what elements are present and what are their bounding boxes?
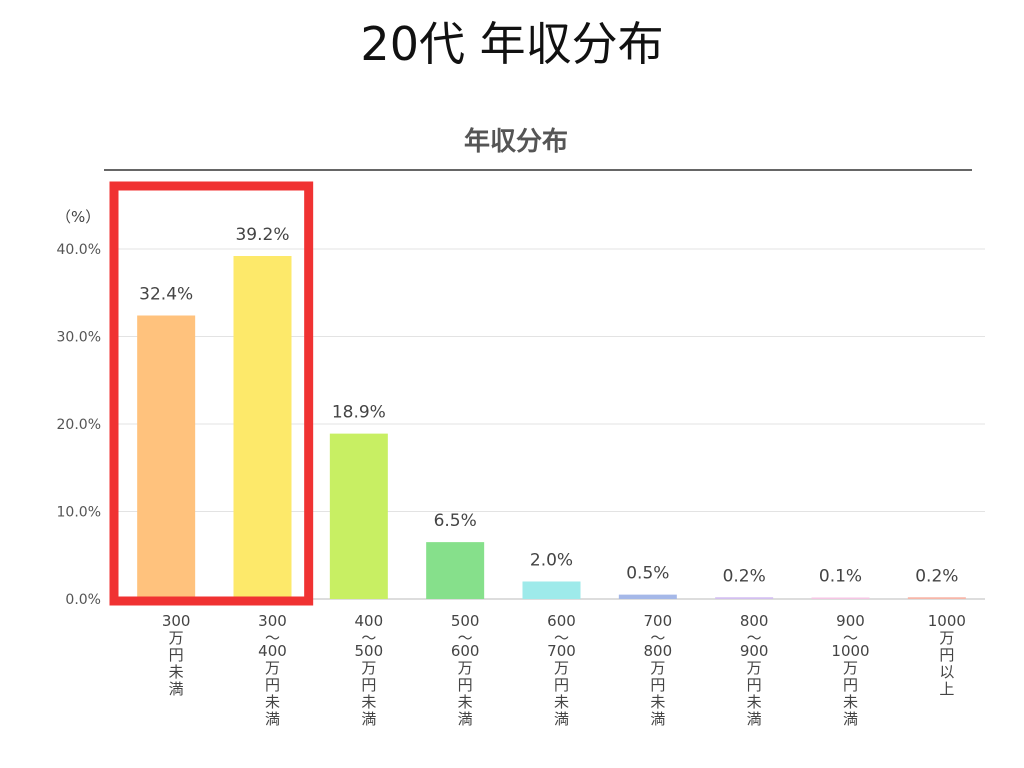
x-category-label-part: 万 [361, 659, 376, 677]
x-category-label-part: 未 [650, 693, 665, 711]
x-category-label-part: 〜 [843, 629, 858, 647]
x-category-label-part: 万 [169, 629, 184, 647]
x-category-label-part: 〜 [747, 629, 762, 647]
x-category-label-part: 600 [547, 612, 576, 630]
x-category-label-part: 900 [836, 612, 865, 630]
bar [715, 597, 774, 599]
x-category-label-part: 〜 [361, 629, 376, 647]
x-category-label-part: 300 [162, 612, 191, 630]
highlight-box [109, 181, 314, 606]
x-category-label-part: 満 [843, 710, 858, 728]
x-category-label-part: 以 [939, 663, 954, 681]
y-tick-label: 10.0% [57, 505, 101, 521]
bar [522, 581, 581, 599]
data-label: 18.9% [332, 403, 386, 423]
y-tick-label: 40.0% [57, 242, 101, 258]
data-label: 0.2% [915, 566, 958, 586]
x-category-label-part: 800 [644, 642, 673, 660]
x-category-label-part: 満 [265, 710, 280, 728]
data-label: 2.0% [530, 551, 573, 571]
x-category-label-part: 万 [843, 659, 858, 677]
chart-title: 年収分布 [464, 126, 568, 157]
bar [907, 597, 966, 599]
bar [233, 256, 292, 599]
x-category-label-part: 円 [265, 676, 280, 694]
y-axis-unit-label: （%） [56, 208, 100, 226]
y-tick-label: 30.0% [57, 330, 101, 346]
bar [811, 597, 870, 599]
x-category-label-part: 600 [451, 642, 480, 660]
x-category-label-part: 万 [939, 629, 954, 647]
x-category-label-part: 〜 [265, 629, 280, 647]
x-category-label-part: 満 [458, 710, 473, 728]
x-category-label-part: 円 [458, 676, 473, 694]
x-category-label-part: 400 [355, 612, 384, 630]
data-label: 0.1% [819, 567, 862, 587]
x-category-label-part: 未 [361, 693, 376, 711]
x-category-label-part: 万 [650, 659, 665, 677]
x-category-label-part: 〜 [554, 629, 569, 647]
x-category-label-part: 万 [265, 659, 280, 677]
y-tick-label: 20.0% [57, 417, 101, 433]
x-category-label-part: 300 [258, 612, 287, 630]
x-category-label-part: 400 [258, 642, 287, 660]
x-category-label-part: 700 [547, 642, 576, 660]
x-category-label-part: 未 [747, 693, 762, 711]
data-label: 32.4% [139, 285, 193, 305]
x-category-label-part: 700 [644, 612, 673, 630]
x-category-label-part: 未 [265, 693, 280, 711]
x-category-label-part: 500 [451, 612, 480, 630]
x-category-label-part: 円 [361, 676, 376, 694]
x-category-label-part: 500 [355, 642, 384, 660]
x-category-label-part: 円 [843, 676, 858, 694]
x-category-label-part: 万 [747, 659, 762, 677]
x-category-label-part: 円 [554, 676, 569, 694]
x-category-label-part: 未 [458, 693, 473, 711]
bar [329, 433, 388, 599]
data-label: 39.2% [235, 225, 289, 245]
x-category-label-part: 満 [361, 710, 376, 728]
x-category-label-part: 900 [740, 642, 769, 660]
x-category-label-part: 円 [939, 646, 954, 664]
x-category-label-part: 未 [169, 663, 184, 681]
y-tick-label: 0.0% [65, 592, 101, 608]
page-title: 20代 年収分布 [360, 17, 664, 71]
x-category-label-part: 円 [650, 676, 665, 694]
x-category-label-part: 〜 [650, 629, 665, 647]
x-category-label-part: 満 [747, 710, 762, 728]
x-category-label-part: 1000 [928, 612, 966, 630]
data-label: 0.2% [723, 566, 766, 586]
x-category-label-part: 未 [554, 693, 569, 711]
x-category-label-part: 満 [650, 710, 665, 728]
bar [426, 542, 485, 599]
x-category-label-part: 万 [554, 659, 569, 677]
x-category-label-part: 未 [843, 693, 858, 711]
x-category-label-part: 満 [169, 680, 184, 698]
x-category-label-part: 上 [939, 680, 954, 698]
x-category-label-part: 万 [458, 659, 473, 677]
x-category-label-part: 満 [554, 710, 569, 728]
x-category-label-part: 円 [169, 646, 184, 664]
bar [618, 594, 677, 599]
data-label: 6.5% [434, 511, 477, 531]
x-category-label-part: 1000 [831, 642, 869, 660]
x-category-label-part: 〜 [458, 629, 473, 647]
x-category-label-part: 800 [740, 612, 769, 630]
bar [137, 315, 196, 599]
x-category-label-part: 円 [747, 676, 762, 694]
data-label: 0.5% [626, 564, 669, 584]
